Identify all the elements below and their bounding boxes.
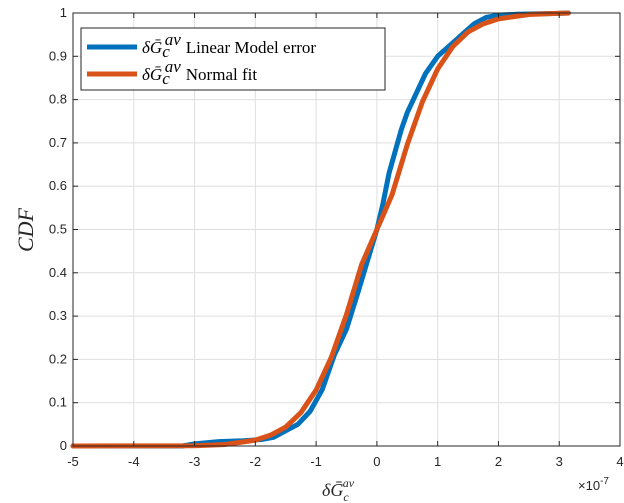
- y-tick-label: 0.4: [49, 265, 67, 280]
- legend-linear-sup: av: [165, 30, 182, 49]
- x-tick-label: -2: [250, 454, 262, 469]
- x-exponent-base: ×10: [578, 478, 600, 493]
- x-axis-label-main: δḠ: [322, 480, 343, 500]
- legend-normal-text: Normal fit: [186, 65, 258, 84]
- x-tick-label: -1: [310, 454, 322, 469]
- y-tick-label: 0.5: [49, 222, 67, 237]
- y-axis-label: CDF: [13, 207, 38, 252]
- legend-box: [80, 27, 386, 91]
- x-tick-label: 2: [495, 454, 502, 469]
- series-line-normal-fit: [70, 10, 571, 449]
- legend-entry-linear: δḠcav Linear Model error: [142, 30, 316, 61]
- legend: δḠcav Linear Model error δḠcav Normal fit: [80, 27, 386, 91]
- legend-entry-normal: δḠcav Normal fit: [142, 57, 257, 88]
- legend-normal-sup: av: [165, 57, 182, 76]
- x-tick-label: -5: [67, 454, 79, 469]
- x-tick-label: 4: [616, 454, 623, 469]
- x-axis-label-sub: c: [343, 490, 349, 503]
- y-tick-label: 0.6: [49, 178, 67, 193]
- y-tick-label: 1: [60, 5, 67, 20]
- y-tick-label: 0.1: [49, 395, 67, 410]
- y-tick-labels: 0 0.1 0.2 0.3 0.4 0.5 0.6 0.7 0.8 0.9 1: [49, 5, 67, 453]
- legend-linear-sub: c: [162, 42, 170, 61]
- legend-normal-math: δḠ: [142, 65, 162, 84]
- x-exponent: ×10-7: [578, 476, 609, 493]
- series-layer: [70, 10, 571, 449]
- x-tick-labels: -5 -4 -3 -2 -1 0 1 2 3 4: [67, 454, 623, 469]
- x-axis-label: δḠcav: [322, 476, 355, 503]
- x-axis-label-sup: av: [343, 476, 355, 490]
- tick-marks: [72, 12, 621, 447]
- y-tick-label: 0.8: [49, 92, 67, 107]
- legend-normal-sub: c: [162, 69, 170, 88]
- x-tick-label: -4: [128, 454, 140, 469]
- x-tick-label: 3: [556, 454, 563, 469]
- legend-linear-math: δḠ: [142, 38, 162, 57]
- y-tick-label: 0.3: [49, 308, 67, 323]
- x-tick-label: -3: [189, 454, 201, 469]
- y-tick-label: 0.7: [49, 135, 67, 150]
- x-tick-label: 1: [434, 454, 441, 469]
- legend-linear-text: Linear Model error: [186, 38, 317, 57]
- x-tick-label: 0: [373, 454, 380, 469]
- x-exponent-power: -7: [600, 476, 609, 487]
- y-tick-label: 0.2: [49, 351, 67, 366]
- y-tick-label: 0.9: [49, 48, 67, 63]
- y-tick-label: 0: [60, 438, 67, 453]
